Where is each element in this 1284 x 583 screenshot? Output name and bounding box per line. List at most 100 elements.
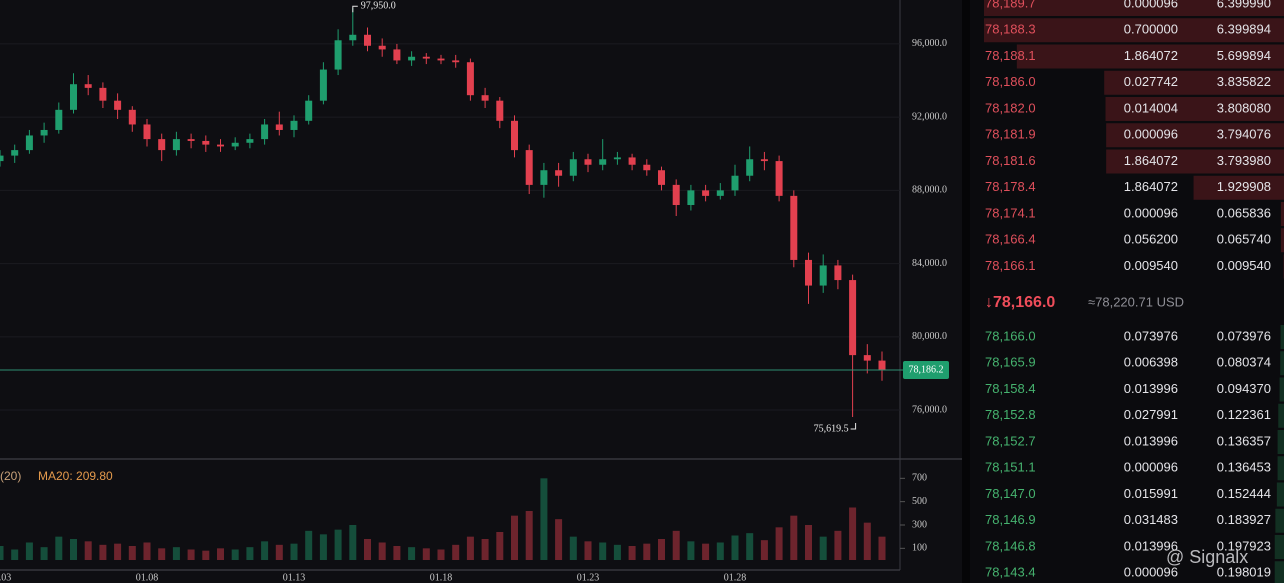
volume-bar [334, 529, 342, 560]
candle-body [525, 150, 533, 185]
bids-amount: 0.027991 [1124, 407, 1178, 422]
candle-body [790, 195, 798, 260]
candle-body [70, 84, 77, 110]
candle-body [746, 159, 754, 176]
volume-legend: (20) [0, 469, 21, 483]
asks-amount: 1.864072 [1124, 179, 1178, 194]
bids-depth-bar [1280, 325, 1284, 349]
candle-body [452, 60, 460, 63]
candle-body [305, 100, 313, 121]
volume-bar [687, 541, 695, 560]
bids-depth-bar [1279, 377, 1284, 402]
bids-price: 78,165.9 [985, 355, 1036, 370]
asks-price: 78,181.9 [985, 127, 1036, 142]
volume-bar [599, 542, 607, 560]
volume-bar [40, 547, 48, 560]
asks-price: 78,182.0 [985, 100, 1036, 115]
asks-depth-bar [984, 0, 1284, 16]
candle-body [878, 360, 886, 370]
asks-depth-bar [1016, 44, 1284, 69]
bids-amount: 0.073976 [1124, 328, 1178, 343]
candle-body [128, 109, 136, 125]
bids-total: 0.136453 [1217, 460, 1271, 475]
candle-body [422, 56, 430, 59]
candle-body [511, 120, 518, 151]
asks-amount: 1.864072 [1124, 153, 1178, 168]
y-tick-label: 76,000.0 [912, 404, 947, 415]
volume-bar [496, 531, 504, 560]
y-tick-label: 92,000.0 [912, 111, 947, 122]
bids-price: 78,152.7 [985, 433, 1036, 448]
bids-price: 78,143.4 [985, 565, 1036, 580]
volume-bar [319, 534, 327, 560]
bids-depth-bar [1277, 456, 1284, 481]
bids-amount: 0.013996 [1124, 538, 1178, 553]
candle-body [114, 100, 122, 110]
asks-amount: 1.864072 [1124, 48, 1178, 63]
bids-amount: 0.000096 [1124, 565, 1178, 580]
volume-bar [466, 536, 474, 560]
volume-bar [584, 541, 592, 560]
bids-total: 0.094370 [1217, 381, 1271, 396]
volume-bar [364, 538, 371, 560]
volume-bar [349, 524, 357, 560]
candle-body [555, 170, 563, 176]
volume-bar [878, 536, 886, 560]
candle-body [628, 157, 636, 165]
bids-depth-bar [1274, 535, 1284, 559]
bids-amount: 0.013996 [1124, 433, 1178, 448]
bids-depth-bar [1276, 482, 1284, 507]
bids-amount: 0.000096 [1124, 460, 1178, 475]
bids-total: 0.073976 [1217, 328, 1271, 343]
volume-bar [99, 544, 107, 560]
volume-tick-label: 100 [912, 543, 927, 554]
asks-total: 3.793980 [1217, 153, 1271, 168]
bids-depth-bar [1277, 430, 1284, 454]
asks-amount: 0.009540 [1124, 258, 1178, 273]
candle-body [408, 56, 416, 61]
volume-bar [849, 507, 857, 560]
volume-bar [805, 524, 812, 560]
candle-body [805, 259, 812, 286]
current-price-label: 78,186.2 [909, 364, 944, 375]
candle-body [658, 170, 665, 185]
volume-bar [231, 549, 239, 560]
watermark: @ Signalx [1166, 547, 1248, 567]
volume-bar [158, 548, 166, 560]
candle-body [863, 355, 871, 361]
bids-price: 78,146.8 [985, 538, 1036, 553]
asks-price: 78,181.6 [985, 153, 1036, 168]
bids-total: 0.152444 [1217, 486, 1271, 501]
candle-body [643, 164, 651, 171]
volume-tick-label: 500 [912, 496, 927, 507]
asks-total: 3.808080 [1217, 100, 1271, 115]
low-arrow [850, 422, 857, 430]
bids-total: 0.122361 [1217, 407, 1271, 422]
volume-bar [525, 510, 533, 560]
asks-depth-bar [1106, 123, 1284, 148]
asks-depth-bar [1106, 149, 1284, 174]
candle-body [569, 159, 577, 176]
asks-total: 3.835822 [1217, 74, 1271, 89]
asks-price: 78,189.7 [985, 0, 1036, 10]
candle-body [672, 184, 680, 206]
asks-price: 78,166.1 [985, 258, 1036, 273]
volume-tick-label: 700 [912, 473, 927, 484]
current-price-tag [903, 361, 949, 380]
candle-body [731, 175, 739, 191]
bids-amount: 0.006398 [1124, 355, 1178, 370]
candle-body [11, 150, 19, 156]
candle-body [217, 144, 224, 147]
bids-depth-bar [1280, 351, 1284, 376]
volume-bar [569, 536, 577, 560]
asks-amount: 0.000096 [1124, 127, 1178, 142]
volume-bar [760, 540, 768, 560]
candle-body [40, 129, 48, 136]
volume-bar [658, 538, 665, 560]
asks-depth-bar [1280, 228, 1284, 253]
volume-bar [422, 548, 430, 560]
bids-price: 78,146.9 [985, 512, 1036, 527]
candle-body [290, 120, 298, 130]
asks-depth-bar [1104, 70, 1284, 95]
volume-bar [0, 545, 4, 560]
